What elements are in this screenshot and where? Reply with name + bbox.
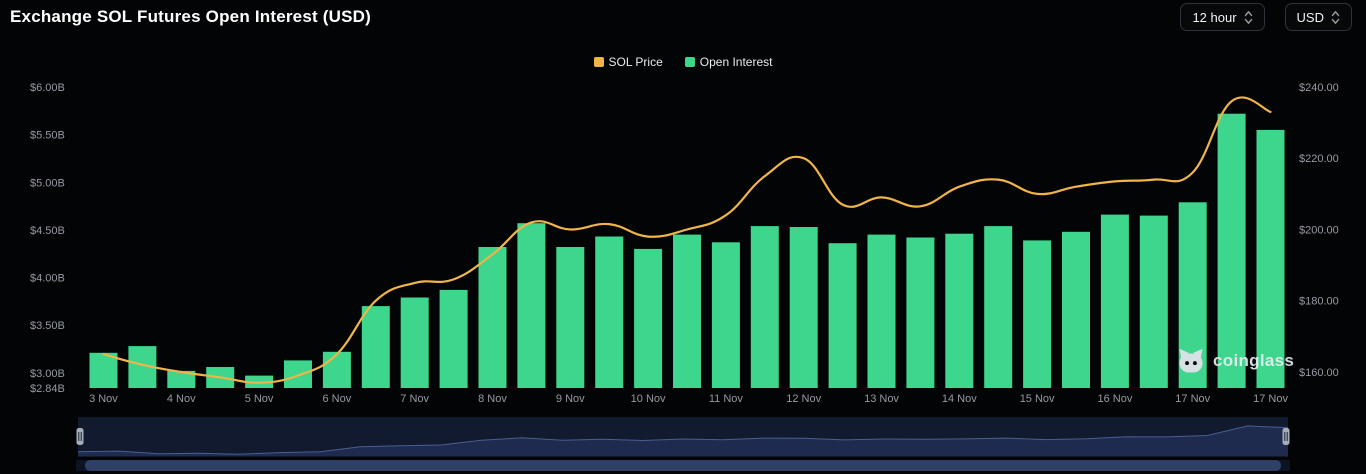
scrollbar-thumb[interactable]	[85, 460, 1281, 471]
currency-select-value: USD	[1296, 9, 1324, 25]
svg-text:$4.50B: $4.50B	[30, 225, 65, 237]
navigator-right-handle[interactable]	[1282, 428, 1290, 445]
svg-text:6 Nov: 6 Nov	[322, 393, 351, 405]
legend-item-open-interest[interactable]: Open Interest	[684, 55, 773, 69]
interval-select-value: 12 hour	[1192, 9, 1237, 25]
navigator-left-handle[interactable]	[76, 428, 84, 445]
svg-text:8 Nov: 8 Nov	[478, 393, 507, 405]
x-axis-labels: 3 Nov 4 Nov 5 Nov 6 Nov 7 Nov 8 Nov 9 Nov 10 No…	[89, 393, 1288, 405]
range-navigator[interactable]	[0, 415, 1366, 459]
svg-text:15 Nov: 15 Nov	[1020, 393, 1055, 405]
svg-text:$2.84B: $2.84B	[30, 383, 65, 395]
svg-text:$3.50B: $3.50B	[30, 320, 65, 332]
currency-select[interactable]: USD	[1284, 3, 1352, 31]
left-axis-labels: $6.00B $5.50B $5.00B $4.50B $4.00B $3.50B $3.0…	[30, 82, 65, 395]
main-chart-canvas[interactable]: $6.00B $5.50B $5.00B $4.50B $4.00B $3.50B $3.0…	[0, 78, 1366, 413]
svg-text:9 Nov: 9 Nov	[556, 393, 585, 405]
chevron-updown-icon	[1244, 10, 1252, 24]
svg-text:7 Nov: 7 Nov	[400, 393, 429, 405]
right-axis-labels: $240.00 $220.00 $200.00 $180.00 $160.00	[1299, 82, 1339, 379]
open-interest-bars[interactable]	[89, 113, 1285, 388]
svg-text:17 Nov: 17 Nov	[1175, 393, 1210, 405]
svg-text:12 Nov: 12 Nov	[786, 393, 821, 405]
svg-text:$6.00B: $6.00B	[30, 82, 65, 94]
svg-text:$5.00B: $5.00B	[30, 177, 65, 189]
scrollbar-parts[interactable]	[76, 460, 1290, 471]
svg-text:$220.00: $220.00	[1299, 153, 1339, 165]
chart-controls: 12 hour USD	[1180, 3, 1352, 31]
svg-text:3 Nov: 3 Nov	[89, 393, 118, 405]
sol-price-swatch	[593, 57, 604, 67]
navigator-area-series	[77, 425, 1289, 456]
svg-text:$5.50B: $5.50B	[30, 130, 65, 142]
chevron-updown-icon	[1331, 10, 1340, 24]
svg-text:$3.00B: $3.00B	[30, 368, 65, 380]
svg-text:13 Nov: 13 Nov	[864, 393, 899, 405]
legend-item-sol-price[interactable]: SOL Price	[593, 55, 663, 69]
chart-legend: SOL Price Open Interest	[0, 55, 1366, 69]
open-interest-swatch	[684, 57, 695, 67]
interval-select[interactable]: 12 hour	[1180, 3, 1265, 31]
svg-text:16 Nov: 16 Nov	[1098, 393, 1133, 405]
horizontal-scrollbar[interactable]	[0, 459, 1366, 472]
svg-text:10 Nov: 10 Nov	[631, 393, 666, 405]
svg-text:4 Nov: 4 Nov	[167, 393, 196, 405]
svg-text:17 Nov: 17 Nov	[1253, 393, 1288, 405]
svg-text:$200.00: $200.00	[1299, 224, 1339, 236]
svg-text:$4.00B: $4.00B	[30, 273, 65, 285]
sol-price-line[interactable]	[102, 96, 1272, 384]
svg-text:$160.00: $160.00	[1299, 367, 1339, 379]
svg-text:14 Nov: 14 Nov	[942, 393, 977, 405]
svg-text:5 Nov: 5 Nov	[245, 393, 274, 405]
svg-text:11 Nov: 11 Nov	[709, 393, 744, 405]
page-title: Exchange SOL Futures Open Interest (USD)	[10, 7, 371, 26]
legend-label-open-interest: Open Interest	[699, 55, 773, 69]
svg-text:$180.00: $180.00	[1299, 296, 1339, 308]
legend-label-sol-price: SOL Price	[608, 55, 663, 69]
svg-text:$240.00: $240.00	[1299, 82, 1339, 94]
